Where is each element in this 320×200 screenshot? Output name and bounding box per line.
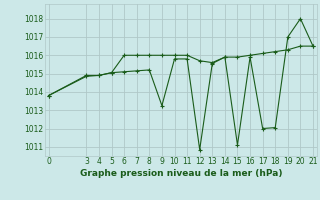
X-axis label: Graphe pression niveau de la mer (hPa): Graphe pression niveau de la mer (hPa) bbox=[80, 169, 282, 178]
